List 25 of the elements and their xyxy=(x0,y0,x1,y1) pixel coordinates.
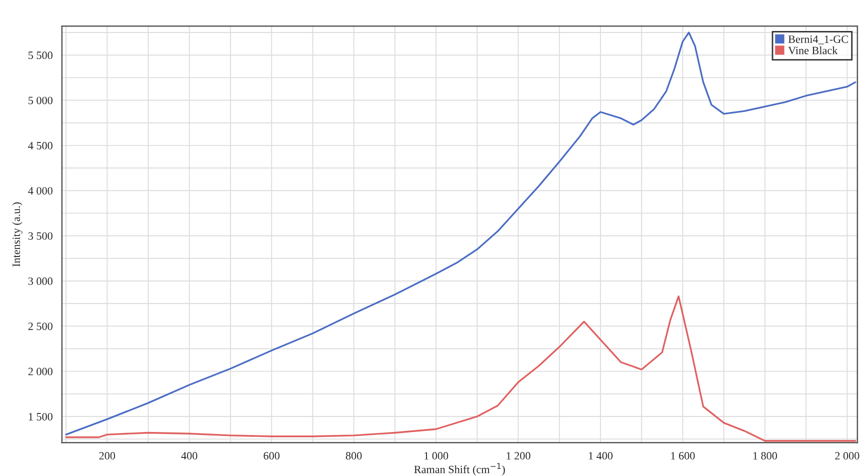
y-tick-label: 5 000 xyxy=(28,96,52,104)
x-tick-label: 1 200 xyxy=(506,452,530,460)
y-tick-label: 2 000 xyxy=(28,368,52,376)
x-tick-label: 200 xyxy=(99,452,116,460)
y-tick-label: 4 500 xyxy=(28,142,52,150)
legend-label: Vine Black xyxy=(788,46,838,54)
x-tick-label: 1 400 xyxy=(588,452,613,460)
y-tick-label: 1 500 xyxy=(28,412,52,420)
y-tick-label: 3 500 xyxy=(28,232,52,240)
x-tick-label: 2 000 xyxy=(835,452,860,460)
x-axis-title: Raman Shift (cm$^{−1}$) xyxy=(414,463,505,476)
y-axis-title: Intensity (a.u.) xyxy=(12,202,22,267)
y-tick-label: 3 000 xyxy=(28,277,52,285)
legend-label: Berni4_1-GC xyxy=(788,35,848,44)
x-tick-label: 600 xyxy=(264,452,280,460)
x-tick-label: 1 600 xyxy=(671,452,695,460)
x-tick-label: 1 800 xyxy=(753,452,777,460)
line-series xyxy=(65,32,856,436)
line-series xyxy=(65,295,856,442)
y-tick-label: 5 500 xyxy=(28,52,52,60)
x-tick-label: 400 xyxy=(181,452,198,460)
x-tick-label: 800 xyxy=(346,452,362,460)
y-tick-label: 4 000 xyxy=(28,187,52,195)
x-tick-label: 1 000 xyxy=(424,452,448,460)
y-tick-label: 2 500 xyxy=(28,322,52,330)
